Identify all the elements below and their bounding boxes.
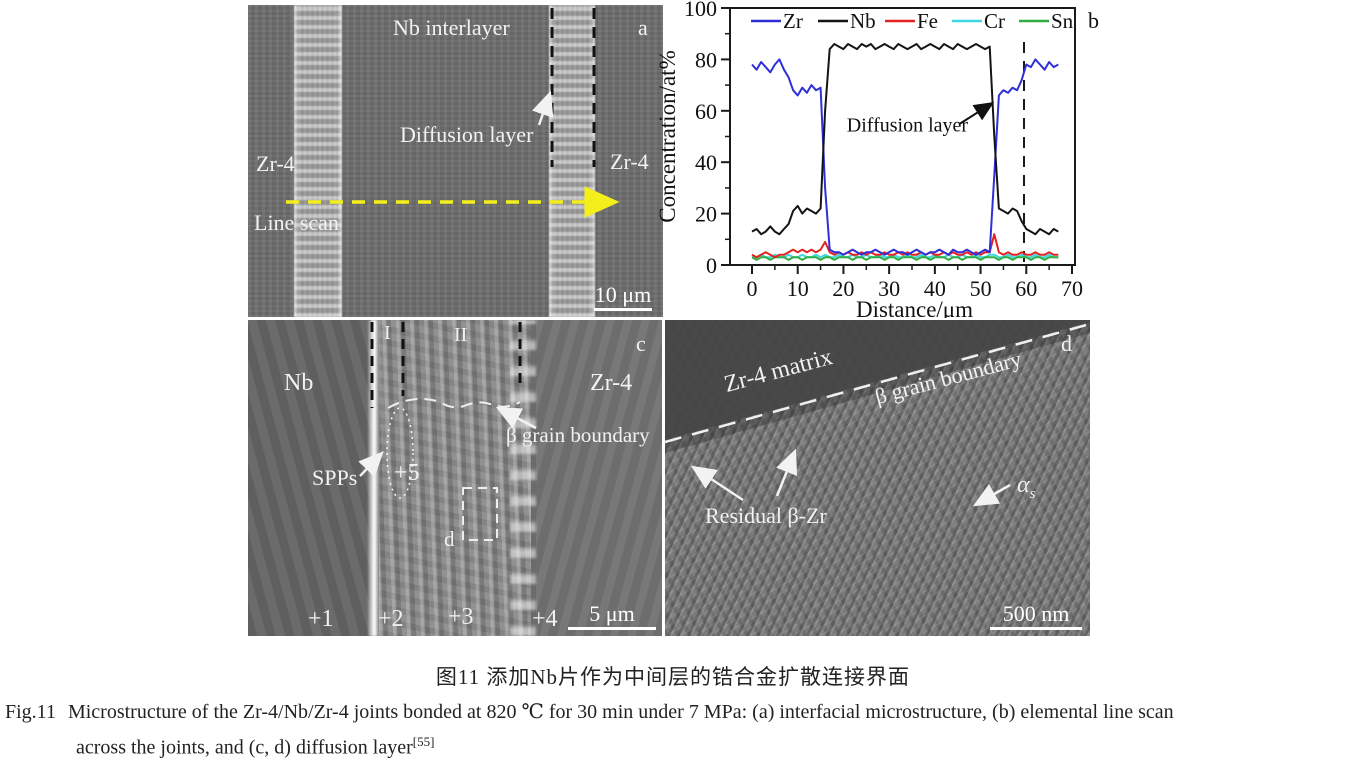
- zr4-left-label: Zr-4: [256, 151, 295, 176]
- scale-bar-10um: 10 μm: [594, 284, 652, 311]
- reference-superscript: [55]: [412, 734, 435, 749]
- x-tick-label: 70: [1061, 276, 1083, 301]
- legend-label-Nb: Nb: [850, 9, 876, 33]
- x-tick-label: 0: [747, 276, 758, 301]
- spps-ellipse: [386, 407, 414, 499]
- diffusion-band-right: [549, 5, 595, 317]
- series-Zr: [751, 58, 1059, 256]
- line-scan-chart: 0 10 20 30 40 50 60 70 0 20 40 60 80 100 Distance/μm Co…: [655, 0, 1099, 318]
- x-tick-label: 20: [832, 276, 854, 301]
- caption-english-line1: Fig.11 Microstructure of the Zr-4/Nb/Zr-4…: [5, 699, 1174, 724]
- scale-bar-500nm: 500 nm: [990, 603, 1082, 630]
- panel-d-annotations: [665, 320, 1090, 507]
- y-axis-title: Concentration/at%: [655, 50, 680, 222]
- alpha-subscript: s: [1029, 485, 1036, 502]
- residual-arrow-1: [690, 465, 744, 502]
- nb-label: Nb: [284, 370, 314, 396]
- diffusion-layer-label: Diffusion layer: [400, 122, 534, 147]
- alpha-s-label: αs: [1017, 472, 1035, 502]
- bright-seam: [367, 320, 380, 636]
- alpha-symbol: α: [1017, 472, 1030, 498]
- legend-label-Zr: Zr: [783, 9, 803, 33]
- detail-box-d: [462, 487, 498, 541]
- spot-marker-4: +4: [532, 606, 558, 632]
- beta-gb-label-c: β grain boundary: [506, 423, 650, 447]
- y-tick-label: 80: [695, 47, 717, 72]
- diffusion-band-left: [294, 5, 342, 317]
- x-tick-label: 60: [1015, 276, 1037, 301]
- spot-marker-3: +3: [448, 604, 474, 630]
- diffusion-zone: [379, 320, 531, 636]
- x-tick-label: 30: [878, 276, 900, 301]
- chart-annotation-arrow: [959, 102, 995, 125]
- y-tick-label: 40: [695, 150, 717, 175]
- legend-label-Cr: Cr: [984, 9, 1005, 33]
- panel-a-sem-image: Nb interlayer a Diffusion layer Zr-4 Zr-…: [248, 5, 663, 317]
- caption-text-2: across the joints, and (c, d) diffusion …: [76, 736, 413, 759]
- y-tick-label: 100: [684, 0, 717, 21]
- panel-c-sem-image: I II c Nb Zr-4 SPPs β grain boundary +5 …: [248, 320, 662, 636]
- scale-bar-5um: 5 μm: [568, 603, 656, 630]
- beta-gb-dashed-line-d: [665, 322, 1090, 444]
- line-scan-label: Line scan: [254, 210, 339, 235]
- x-tick-label: 40: [924, 276, 946, 301]
- zr4-matrix-region: [665, 320, 1090, 440]
- y-tick-label: 0: [706, 253, 717, 278]
- caption-chinese: 图11 添加Nb片作为中间层的锆合金扩散连接界面: [435, 665, 911, 689]
- legend-label-Sn: Sn: [1051, 9, 1074, 33]
- legend-label-Fe: Fe: [917, 9, 938, 33]
- x-tick-label: 50: [970, 276, 992, 301]
- spot-marker-2: +2: [378, 606, 404, 632]
- zone-i-label: I: [384, 322, 391, 344]
- zr4-region: [536, 320, 662, 636]
- panel-a-letter: a: [638, 15, 648, 40]
- caption-text-1: Microstructure of the Zr-4/Nb/Zr-4 joint…: [67, 701, 1174, 723]
- series-Nb: [751, 43, 1059, 236]
- nb-interlayer-label: Nb interlayer: [393, 15, 510, 40]
- panel-c-letter: c: [636, 331, 646, 356]
- panel-a-annotations: [286, 8, 620, 218]
- spot-marker-5: +5: [394, 460, 420, 486]
- x-axis-title: Distance/μm: [856, 297, 973, 318]
- diffusion-layer-arrow: [532, 90, 554, 126]
- residual-arrow-2: [775, 448, 798, 497]
- spps-arrow: [358, 451, 384, 478]
- series-Cr: [752, 253, 1059, 259]
- y-tick-label: 20: [695, 202, 717, 227]
- boundary-shadow: [665, 322, 1090, 453]
- alpha-arrow: [972, 483, 1011, 507]
- figure-number: Fig.11: [5, 701, 56, 723]
- zr4-label: Zr-4: [590, 370, 633, 396]
- spps-label: SPPs: [312, 465, 358, 490]
- y-tick-label: 60: [695, 99, 717, 124]
- residual-beta-zr-label: Residual β-Zr: [705, 503, 827, 528]
- x-tick-label: 10: [787, 276, 809, 301]
- zone-ii-label: II: [454, 324, 468, 346]
- caption-english-line2: across the joints, and (c, d) diffusion …: [76, 734, 434, 759]
- beta-gb-dashed-line: [387, 397, 521, 409]
- nb-region: [248, 320, 371, 636]
- panel-c-annotations: [358, 322, 537, 541]
- spot-marker-1: +1: [308, 606, 334, 632]
- zr4-right-label: Zr-4: [610, 149, 649, 174]
- panel-d-letter: d: [1061, 331, 1072, 356]
- detail-box-letter: d: [444, 527, 455, 551]
- chart-diffusion-layer-label: Diffusion layer: [847, 114, 969, 136]
- bright-particles: [510, 320, 536, 636]
- series-Sn: [751, 256, 1059, 261]
- beta-gb-arrow: [495, 406, 537, 430]
- panel-d-sem-image: d Zr-4 matrix β grain boundary Residual …: [665, 320, 1090, 636]
- panel-b-letter: b: [1088, 8, 1099, 33]
